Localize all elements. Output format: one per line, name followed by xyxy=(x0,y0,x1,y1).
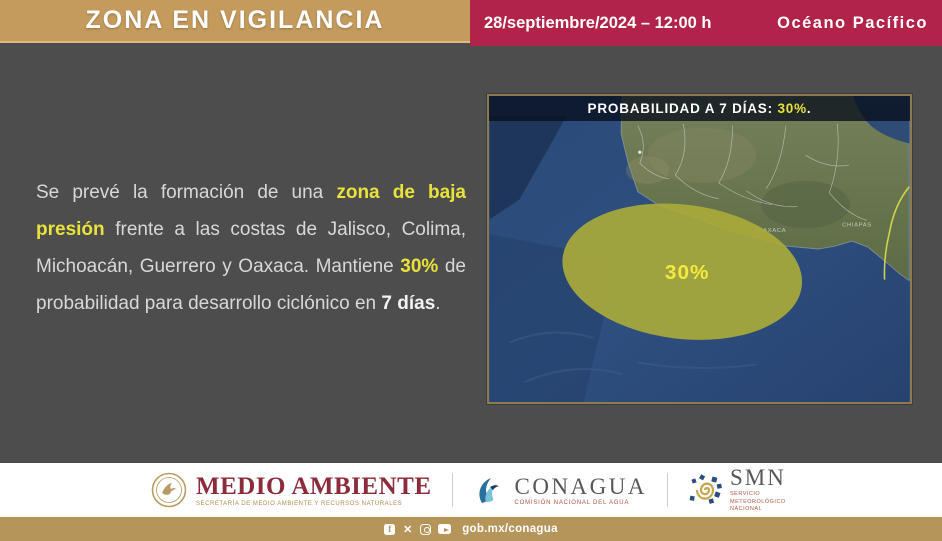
probability-zone-ellipse xyxy=(562,203,803,340)
sea-floor-ridges xyxy=(509,331,757,384)
youtube-icon[interactable] xyxy=(438,524,452,534)
header-datetime: 28/septiembre/2024 – 12:00 h xyxy=(484,13,712,32)
advisory-segment: 7 días xyxy=(381,293,436,314)
agency-subtitle: SERVICIO METEOROLÓGICO NACIONAL xyxy=(730,491,786,513)
x-icon[interactable]: ✕ xyxy=(403,523,413,536)
map-title-value: 30% xyxy=(777,101,807,116)
logo-conagua: CONAGUA COMISIÓN NACIONAL DEL AGUA xyxy=(473,473,648,507)
facebook-icon[interactable]: f xyxy=(384,523,396,535)
probability-zone-label: 30% xyxy=(665,261,709,284)
eagle-seal-icon xyxy=(151,472,187,508)
header-region: Océano Pacífico xyxy=(777,13,928,32)
agency-name: SMN xyxy=(730,465,786,491)
header-title-bar: ZONA EN VIGILANCIA xyxy=(0,0,470,43)
advisory-text: Se prevé la formación de una zona de baj… xyxy=(36,174,466,322)
map-title-prefix: PROBABILIDAD A 7 DÍAS: xyxy=(587,101,778,116)
advisory-segment: de probabilidad para desarrollo ciclónic… xyxy=(36,256,466,314)
advisory-segment: frente a las costas de Jalisco, Colima, … xyxy=(36,219,466,277)
instagram-icon[interactable] xyxy=(420,523,432,535)
state-label-oaxaca: OAXACA xyxy=(758,228,786,234)
bottom-link-bar: f ✕ gob.mx/conagua xyxy=(0,517,942,541)
state-boundaries xyxy=(637,123,867,221)
terrain-patch xyxy=(647,127,757,183)
agency-name: CONAGUA xyxy=(514,473,647,499)
agency-subtitle: SECRETARÍA DE MEDIO AMBIENTE Y RECURSOS … xyxy=(195,500,403,507)
conagua-water-icon xyxy=(478,478,499,503)
city-dot xyxy=(638,150,642,154)
logo-divider xyxy=(451,473,453,507)
probability-map: PROBABILIDAD A 7 DÍAS: 30%. xyxy=(487,94,912,404)
advisory-segment: 30% xyxy=(400,256,439,277)
map-title-suffix: . xyxy=(806,101,812,116)
footer-logos: MEDIO AMBIENTE SECRETARÍA DE MEDIO AMBIE… xyxy=(0,463,942,517)
agency-name: MEDIO AMBIENTE xyxy=(195,472,432,500)
logo-medio-ambiente: MEDIO AMBIENTE SECRETARÍA DE MEDIO AMBIE… xyxy=(150,471,432,509)
land-mexico xyxy=(620,96,910,282)
smn-spiral-icon xyxy=(689,474,722,504)
gob-mx-url[interactable]: gob.mx/conagua xyxy=(462,523,558,535)
page-title: ZONA EN VIGILANCIA xyxy=(85,6,385,34)
advisory-segment: zona de baja presión xyxy=(36,182,466,240)
agency-subtitle: COMISIÓN NACIONAL DEL AGUA xyxy=(514,499,630,506)
terrain-patch xyxy=(761,180,851,229)
advisory-segment: . xyxy=(435,293,441,314)
advisory-segment: Se prevé la formación de una xyxy=(36,182,337,203)
guatemala-border-line xyxy=(883,186,910,280)
satellite-map-image: OAXACA CHIAPAS 30% xyxy=(489,96,910,402)
deep-water-shade xyxy=(489,115,567,220)
logo-smn: SMN SERVICIO METEOROLÓGICO NACIONAL xyxy=(688,466,792,513)
state-label-chiapas: CHIAPAS xyxy=(842,222,872,228)
map-title-bar: PROBABILIDAD A 7 DÍAS: 30%. xyxy=(489,96,910,121)
header-meta-bar: 28/septiembre/2024 – 12:00 h Océano Pací… xyxy=(470,0,942,46)
logo-divider xyxy=(667,473,668,507)
